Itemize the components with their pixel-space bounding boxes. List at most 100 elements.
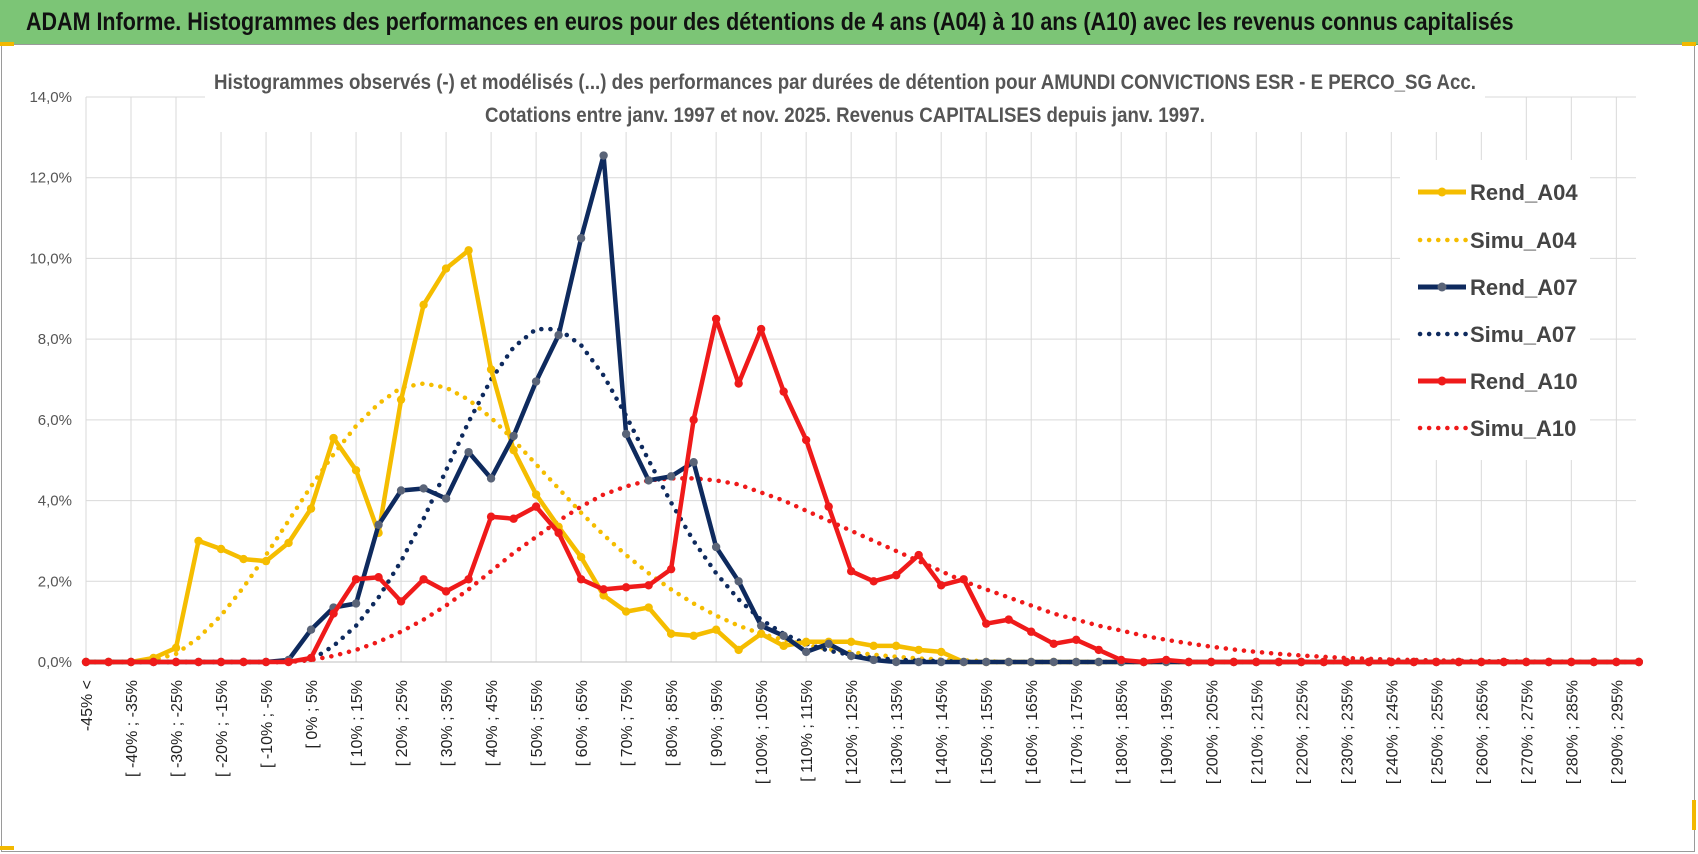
data-point xyxy=(801,435,811,445)
data-point xyxy=(1387,657,1396,667)
x-tick-label: [ 60% ; 65% xyxy=(574,680,591,766)
legend-label: Rend_A04 xyxy=(1470,180,1578,205)
data-point xyxy=(509,431,518,441)
data-point xyxy=(464,575,473,584)
data-point xyxy=(216,657,226,667)
data-point xyxy=(914,550,923,560)
data-point xyxy=(689,631,698,640)
data-point xyxy=(396,486,406,495)
x-tick-label: [ 10% ; 15% xyxy=(349,680,366,766)
data-point xyxy=(621,607,631,616)
data-point xyxy=(1027,627,1036,636)
data-point xyxy=(891,641,901,651)
legend-label: Rend_A07 xyxy=(1470,275,1578,300)
data-point xyxy=(1274,657,1283,667)
data-point xyxy=(554,330,563,340)
data-point xyxy=(869,577,878,586)
data-point xyxy=(982,619,991,628)
data-point xyxy=(824,639,833,649)
x-tick-label: [ 190% ; 195% xyxy=(1159,680,1176,784)
data-point xyxy=(306,653,316,663)
data-point xyxy=(261,657,271,667)
data-point xyxy=(621,583,631,592)
legend-label: Simu_A07 xyxy=(1470,322,1576,347)
legend-item-rend-a07: Rend_A07 xyxy=(1418,275,1578,300)
data-point xyxy=(801,637,811,647)
data-point xyxy=(824,502,833,511)
x-tick-label: [ 120% ; 125% xyxy=(844,680,861,784)
data-point xyxy=(531,502,541,511)
legend-item-rend-a04: Rend_A04 xyxy=(1418,180,1578,205)
gridlines xyxy=(85,96,1636,663)
data-point xyxy=(531,490,541,499)
chart-title-line2: Cotations entre janv. 1997 et nov. 2025.… xyxy=(485,104,1205,127)
data-point xyxy=(936,647,946,657)
data-point xyxy=(846,566,856,576)
data-point xyxy=(194,657,203,667)
x-tick-label: [ 230% ; 235% xyxy=(1339,680,1356,784)
x-tick-label: [ -40% ; -35% xyxy=(124,680,141,777)
data-point xyxy=(419,575,428,584)
data-point xyxy=(554,528,563,538)
data-point xyxy=(779,387,788,396)
data-point xyxy=(644,476,653,485)
x-tick-label: [ 250% ; 255% xyxy=(1429,680,1446,784)
data-point xyxy=(779,631,788,640)
data-point xyxy=(284,657,293,667)
x-tick-label: [ -20% ; -15% xyxy=(214,680,231,777)
data-point xyxy=(104,657,113,667)
x-tick-label: [ 290% ; 295% xyxy=(1609,680,1626,784)
corner-marker-tl xyxy=(0,42,14,46)
data-point xyxy=(666,472,676,481)
x-tick-label: [ 260% ; 265% xyxy=(1474,680,1491,784)
data-point xyxy=(914,645,923,655)
data-point xyxy=(396,597,406,606)
data-point xyxy=(1094,645,1103,655)
data-point xyxy=(1544,657,1554,667)
data-point xyxy=(936,581,946,590)
series-simu-a10 xyxy=(83,476,1642,665)
data-point xyxy=(441,587,451,596)
data-point xyxy=(1004,615,1013,624)
data-point xyxy=(1072,657,1081,667)
data-point xyxy=(374,520,383,529)
data-point xyxy=(801,647,811,657)
data-point xyxy=(644,581,653,590)
data-point xyxy=(621,429,631,439)
y-tick-label: 0,0% xyxy=(38,654,72,671)
data-point xyxy=(509,514,518,523)
data-point xyxy=(441,264,451,273)
data-point xyxy=(1252,657,1261,667)
x-tick-label: [ 280% ; 285% xyxy=(1564,680,1581,784)
data-point xyxy=(711,542,721,552)
x-tick-label: [ -10% ; -5% xyxy=(259,680,276,768)
data-point xyxy=(689,458,698,467)
data-point xyxy=(239,657,248,667)
data-point xyxy=(1162,655,1171,665)
data-point xyxy=(396,395,406,404)
data-point xyxy=(419,300,428,310)
legend-item-simu-a10: Simu_A10 xyxy=(1417,416,1576,441)
chart-title-line1: Histogrammes observés (-) et modélisés (… xyxy=(214,71,1476,94)
series-line xyxy=(86,316,1639,665)
data-point xyxy=(374,573,383,582)
data-point xyxy=(756,621,766,630)
data-point xyxy=(171,657,181,667)
data-point xyxy=(846,651,856,661)
y-tick-label: 2,0% xyxy=(38,573,72,590)
x-tick-label: [ 0% ; 5% xyxy=(304,680,321,748)
data-point xyxy=(1139,657,1148,667)
data-point xyxy=(1229,657,1238,667)
data-point xyxy=(486,474,496,483)
data-point xyxy=(869,641,878,651)
x-tick-label: [ 70% ; 75% xyxy=(619,680,636,766)
data-point xyxy=(734,379,743,388)
x-tick-label: [ 30% ; 35% xyxy=(439,680,456,766)
legend-marker xyxy=(1437,282,1447,292)
data-point xyxy=(486,512,496,521)
legend-background xyxy=(1400,160,1590,460)
data-point xyxy=(756,629,766,638)
data-point xyxy=(306,625,316,634)
x-tick-label: [ 150% ; 155% xyxy=(979,680,996,784)
data-point xyxy=(576,575,586,584)
